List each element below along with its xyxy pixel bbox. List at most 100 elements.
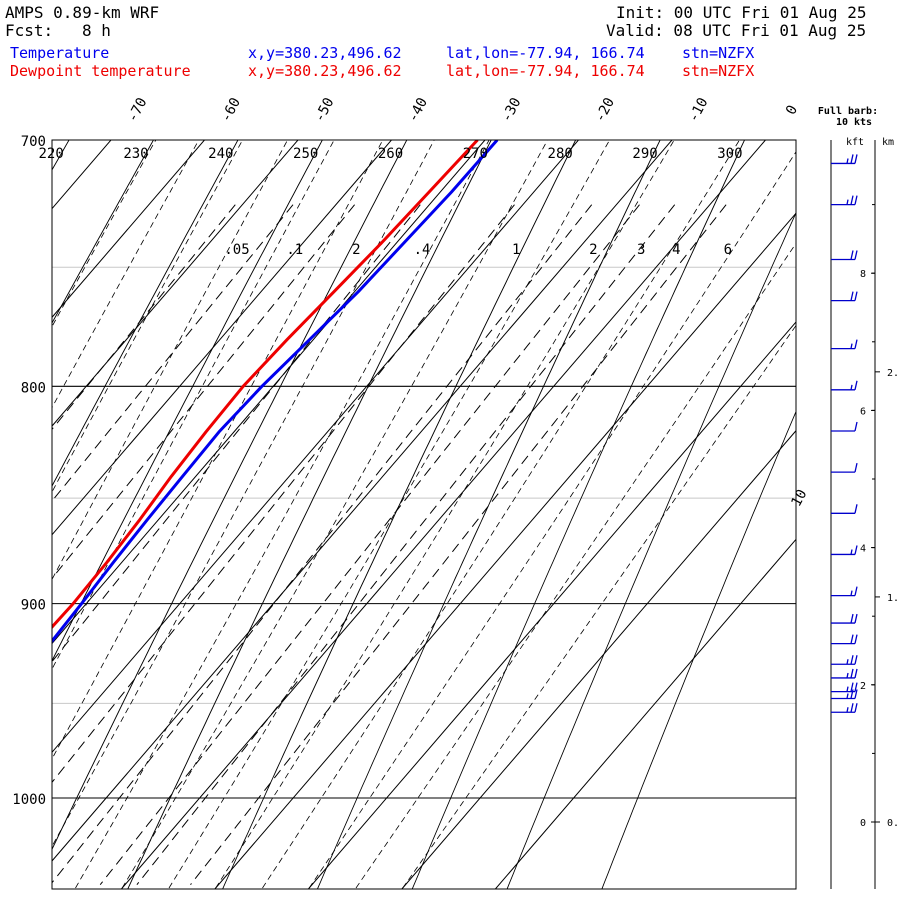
dry-adiabat (52, 140, 154, 324)
wind-barb (831, 634, 858, 645)
isotherm-label: 0 (783, 103, 801, 118)
isotherm (214, 212, 796, 889)
mixing-ratio-label: .05 (224, 242, 249, 258)
legend-dewpoint-xy: x,y=380.23,496.62 (248, 62, 402, 80)
wind-barb-full (854, 655, 858, 665)
dry-adiabat-label: 240 (208, 146, 233, 162)
wind-barb-half (850, 384, 853, 390)
pressure-label-700: 700 (21, 134, 46, 150)
moist-adiabat (355, 242, 796, 889)
wind-barb (831, 613, 858, 624)
wind-panel-subtitle: 10 kts (836, 117, 872, 128)
isotherm (52, 140, 580, 753)
wind-barb-full (854, 380, 858, 390)
legend-dewpoint-name: Dewpoint temperature (10, 62, 191, 80)
wind-barb-full (854, 421, 858, 432)
wind-barb-full (854, 689, 858, 699)
wind-barb-full (850, 655, 854, 665)
kft-tick-label: 2 (860, 681, 866, 692)
mixing-ratio-line (52, 204, 294, 502)
wind-barb (831, 154, 858, 165)
wind-barb-full (854, 504, 858, 514)
sounding-traces (52, 140, 499, 644)
wind-barb-full (850, 682, 854, 692)
wind-barb-full (850, 634, 854, 644)
wind-barb (831, 462, 858, 473)
mixing-ratio-line (99, 204, 640, 886)
mixing-ratio-line (52, 204, 515, 784)
wind-barb (831, 545, 858, 556)
forecast-label: Fcst: (5, 21, 54, 40)
legend-temperature-name: Temperature (10, 44, 110, 62)
model-title: AMPS 0.89-km WRF (5, 3, 160, 22)
dry-adiabat (52, 140, 323, 662)
dry-adiabat (52, 140, 408, 851)
wind-barb-full (854, 462, 858, 473)
wind-barb-half (846, 158, 849, 164)
km-tick-label: 0. (887, 818, 899, 829)
wind-barb-full (854, 291, 858, 301)
wind-barb-half (850, 590, 853, 596)
legend-dewpoint-stn: stn=NZFX (682, 62, 755, 80)
dry-adiabat-label: 250 (293, 146, 318, 162)
moist-adiabat (402, 324, 796, 889)
plot-frame (51, 139, 797, 890)
dry-adiabat-label: 230 (123, 146, 148, 162)
wind-barb (831, 682, 858, 693)
init-time: Init: 00 UTC Fri 01 Aug 25 (616, 3, 867, 22)
wind-barb (831, 250, 858, 261)
km-axis-label: km (882, 137, 894, 148)
wind-barb (831, 655, 858, 665)
legend-temperature-xy: x,y=380.23,496.62 (248, 44, 402, 62)
wind-barb-half (846, 199, 849, 205)
mixing-ratio-label: 6 (724, 242, 732, 258)
wind-barb-full (854, 668, 858, 679)
dry-adiabat (127, 140, 492, 889)
mixing-ratio-label: 4 (672, 242, 680, 258)
mixing-ratio-line (190, 204, 727, 886)
mixing-ratio-label: 2 (352, 242, 360, 258)
mixing-ratio-label: .1 (286, 242, 303, 258)
wind-barb-full (850, 250, 854, 260)
isotherm-label: -30 (499, 95, 525, 125)
wind-barb-full (854, 545, 858, 555)
isotherm (52, 140, 299, 427)
wind-panel-title: Full barb: (818, 106, 878, 117)
legend-dewpoint-latlon: lat,lon=-77.94, 166.74 (446, 62, 645, 80)
forecast-hour: 8 h (82, 21, 111, 40)
wind-barb (831, 339, 858, 350)
wind-barb (831, 291, 858, 302)
dewpoint-trace (52, 140, 479, 630)
kft-tick-label: 4 (860, 544, 866, 555)
wind-barb-full (854, 154, 858, 164)
wind-barb-full (850, 689, 854, 699)
mixing-ratio-line (52, 204, 421, 663)
valid-time: Valid: 08 UTC Fri 01 Aug 25 (606, 21, 867, 40)
dry-adiabat-label: 290 (632, 146, 657, 162)
pressure-label-800: 800 (21, 380, 46, 396)
isotherm (120, 140, 767, 889)
moist-adiabat (52, 140, 384, 760)
isotherm (401, 429, 796, 889)
moist-adiabat (52, 140, 157, 328)
wind-barb-half (846, 707, 849, 713)
isotherm-label: -70 (125, 95, 151, 125)
dry-adiabat (316, 140, 661, 889)
wind-barb (831, 668, 858, 679)
wind-barb-full (854, 195, 858, 205)
wind-barb-half (846, 659, 849, 665)
wind-barb (831, 703, 858, 713)
wind-barb-full (850, 154, 854, 164)
mixing-ratio-label: 1 (512, 242, 520, 258)
kft-tick-label: 6 (860, 406, 866, 417)
wind-barb-full (854, 250, 858, 260)
dry-adiabat (52, 140, 70, 171)
mixing-ratio-label: 3 (637, 242, 645, 258)
dry-adiabat (601, 410, 796, 889)
dry-adiabat-label: 280 (548, 146, 573, 162)
isotherm (52, 140, 393, 536)
mixing-ratio-label: .4 (414, 242, 431, 258)
mixing-ratio-line (52, 204, 593, 884)
kft-tick-label: 8 (860, 269, 866, 280)
